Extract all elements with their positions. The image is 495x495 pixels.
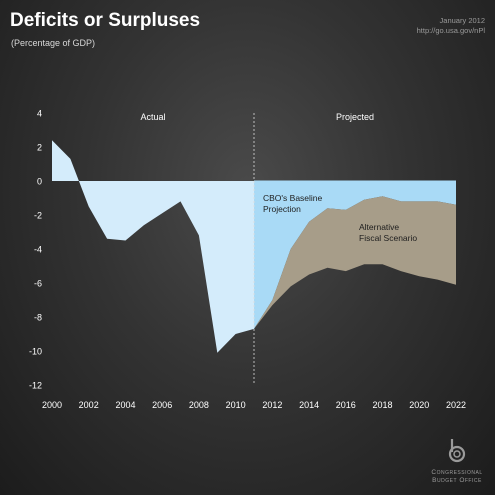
x-tick-label: 2016: [336, 400, 356, 410]
cbo-logo: Congressional Budget Office: [427, 438, 487, 485]
baseline-label-line: Projection: [263, 204, 301, 214]
x-tick-label: 2012: [262, 400, 282, 410]
chart-meta: January 2012 http://go.usa.gov/nPl: [417, 16, 485, 36]
alternative-label: Alternative Fiscal Scenario: [359, 222, 417, 243]
cbo-emblem-icon: [448, 439, 466, 463]
actual-area: [52, 140, 254, 353]
x-tick-label: 2008: [189, 400, 209, 410]
annotation-layer: Actual Projected CBO's Baseline Projection A…: [140, 112, 417, 243]
projected-region-label: Projected: [336, 112, 374, 122]
alternative-label-line: Alternative: [359, 222, 399, 232]
baseline-label-line: CBO's Baseline: [263, 193, 323, 203]
x-tick-label: 2002: [79, 400, 99, 410]
y-tick-label: 2: [37, 143, 42, 153]
y-tick-label: -2: [34, 211, 42, 221]
alternative-label-line: Fiscal Scenario: [359, 233, 417, 243]
x-tick-label: 2004: [115, 400, 135, 410]
x-tick-label: 2010: [226, 400, 246, 410]
x-tick-label: 2000: [42, 400, 62, 410]
chart-title: Deficits or Surpluses: [10, 10, 201, 31]
fill-layer: [52, 140, 456, 353]
x-axis: 2000 2002 2004 2006 2008 2010 2012 2014 2016 2018…: [42, 400, 466, 410]
y-tick-label: -8: [34, 313, 42, 323]
x-tick-label: 2006: [152, 400, 172, 410]
y-tick-label: 0: [37, 177, 42, 187]
y-tick-label: 4: [37, 109, 42, 119]
source-link[interactable]: http://go.usa.gov/nPl: [416, 26, 485, 35]
baseline-label: CBO's Baseline Projection: [263, 193, 323, 214]
chart-subtitle: (Percentage of GDP): [11, 38, 96, 48]
y-tick-label: -10: [29, 347, 42, 357]
actual-region-label: Actual: [140, 112, 165, 122]
cbo-name-line1: Congressional: [431, 469, 483, 476]
y-tick-label: -6: [34, 279, 42, 289]
y-tick-label: -12: [29, 381, 42, 391]
alternative-area: [254, 196, 456, 329]
line-layer: [253, 113, 456, 385]
x-tick-label: 2018: [372, 400, 392, 410]
publication-date: January 2012: [439, 16, 485, 25]
x-tick-label: 2022: [446, 400, 466, 410]
y-axis: 4 2 0 -2 -4 -6 -8 -10 -12: [29, 109, 42, 391]
x-tick-label: 2014: [299, 400, 319, 410]
x-tick-label: 2020: [409, 400, 429, 410]
cbo-name-line2: Budget Office: [432, 477, 482, 484]
baseline-area: [254, 181, 456, 329]
y-tick-label: -4: [34, 245, 42, 255]
